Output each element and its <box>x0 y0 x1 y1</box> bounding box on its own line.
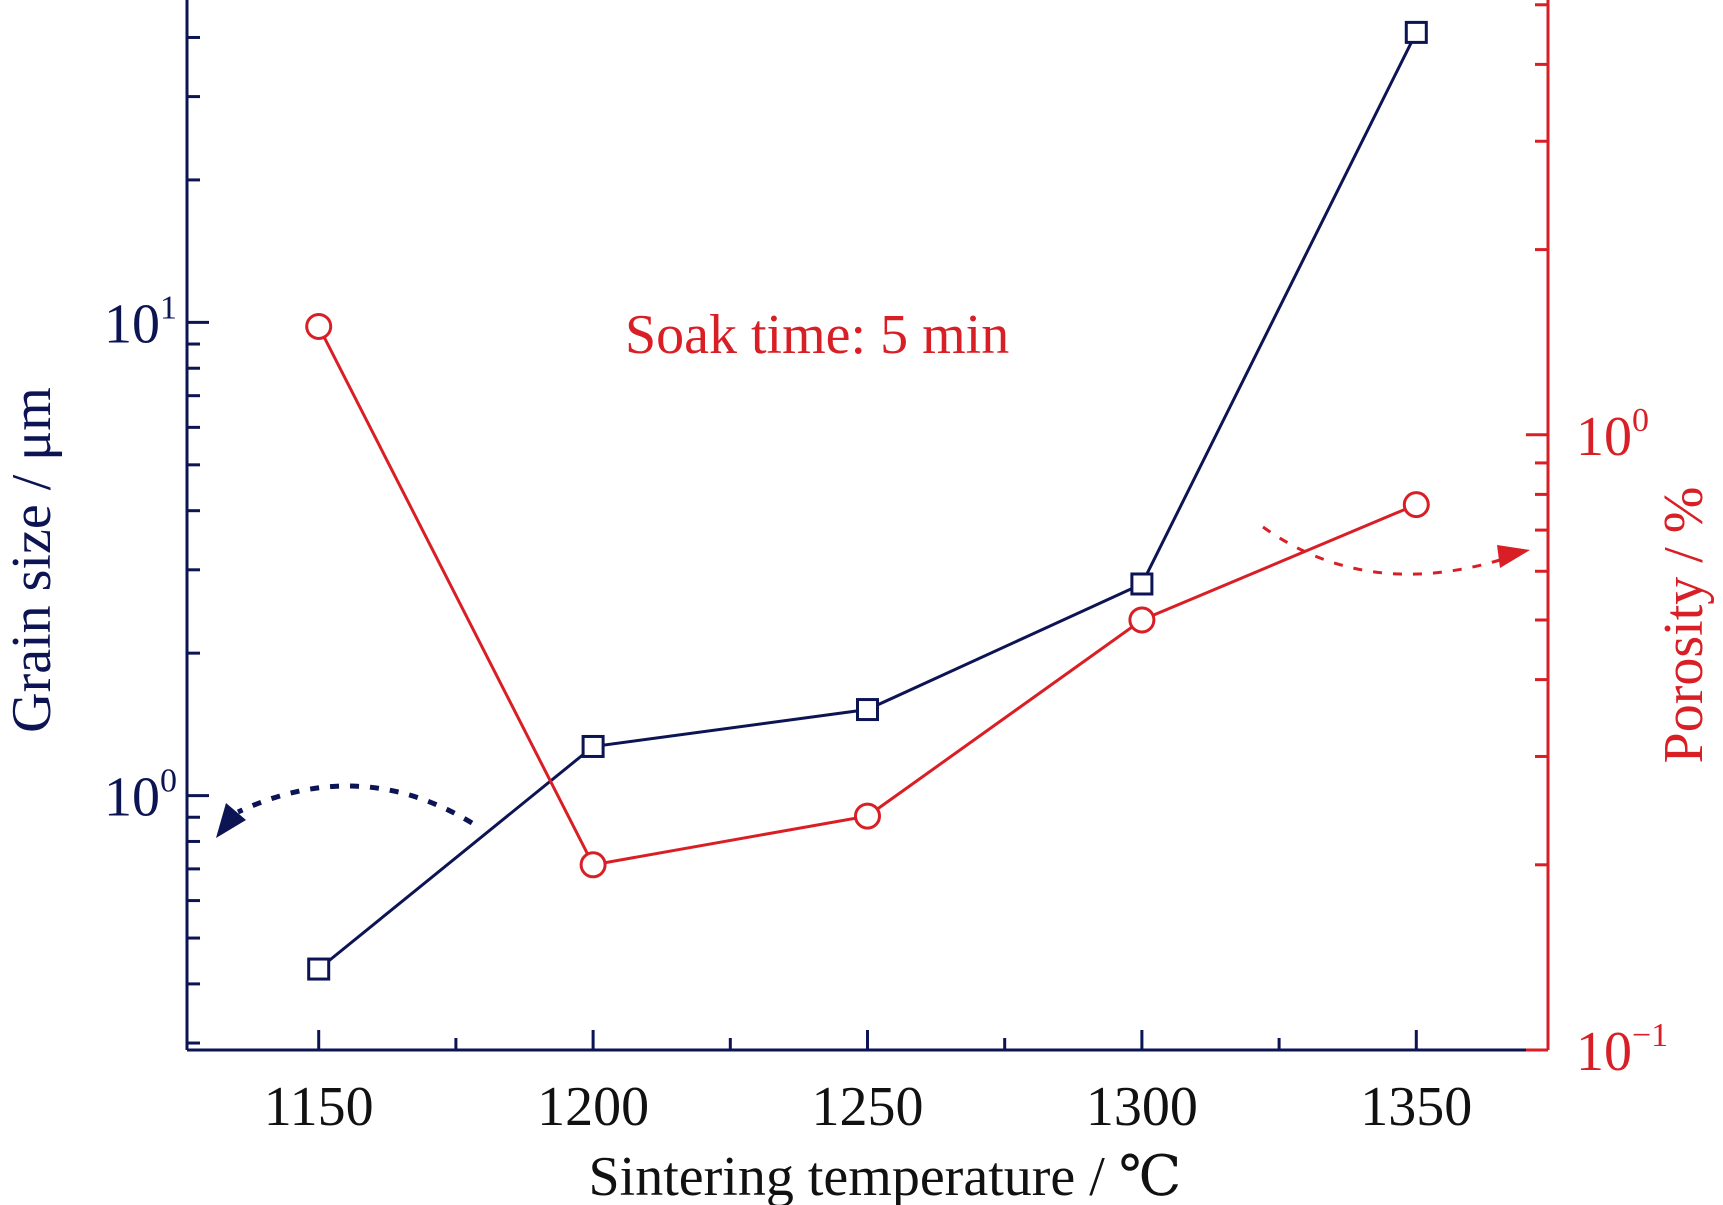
left-y-axis: 100 101 <box>104 35 209 1045</box>
right-y-axis: 10−1 100 <box>1526 3 1668 1083</box>
left-y-axis-label: Grain size / μm <box>1 387 63 733</box>
porosity-point <box>305 312 333 340</box>
axes-frame <box>185 0 1550 1052</box>
annotation-soak-time: Soak time: 5 min <box>625 304 1009 366</box>
porosity-point <box>854 802 881 830</box>
grain-size-axis-arrow <box>236 783 474 826</box>
right-y-tick-label: 10−1 <box>1576 1017 1668 1083</box>
axis-indicator-arrows <box>216 525 1530 838</box>
grain-size-point <box>1404 20 1428 44</box>
right-y-axis-label: Porosity / % <box>1653 487 1715 764</box>
porosity-series-line <box>317 325 1417 867</box>
porosity-point <box>579 851 607 879</box>
grain-size-point <box>856 698 879 722</box>
porosity-axis-arrow <box>1262 525 1501 576</box>
x-axis-label: Sintering temperature / ℃ <box>589 1146 1182 1205</box>
x-tick-label: 1150 <box>264 1076 374 1138</box>
grain-size-point <box>307 957 331 981</box>
porosity-point <box>1128 606 1156 634</box>
x-tick-label: 1300 <box>1086 1076 1198 1138</box>
porosity-point <box>1402 491 1430 519</box>
porosity-arrow-head <box>1497 545 1530 568</box>
grain-size-arrow-head <box>216 803 246 838</box>
right-y-tick-label: 100 <box>1576 402 1649 468</box>
x-axis: 1150 1200 1250 1300 1350 <box>264 1030 1472 1138</box>
series-layer <box>305 20 1430 981</box>
left-y-tick-label: 101 <box>104 289 177 355</box>
x-tick-label: 1250 <box>812 1076 924 1138</box>
grain-size-point <box>1130 572 1154 596</box>
grain-size-point <box>581 734 605 758</box>
x-tick-label: 1350 <box>1360 1076 1472 1138</box>
left-y-tick-label: 100 <box>104 763 177 829</box>
x-tick-label: 1200 <box>537 1076 649 1138</box>
